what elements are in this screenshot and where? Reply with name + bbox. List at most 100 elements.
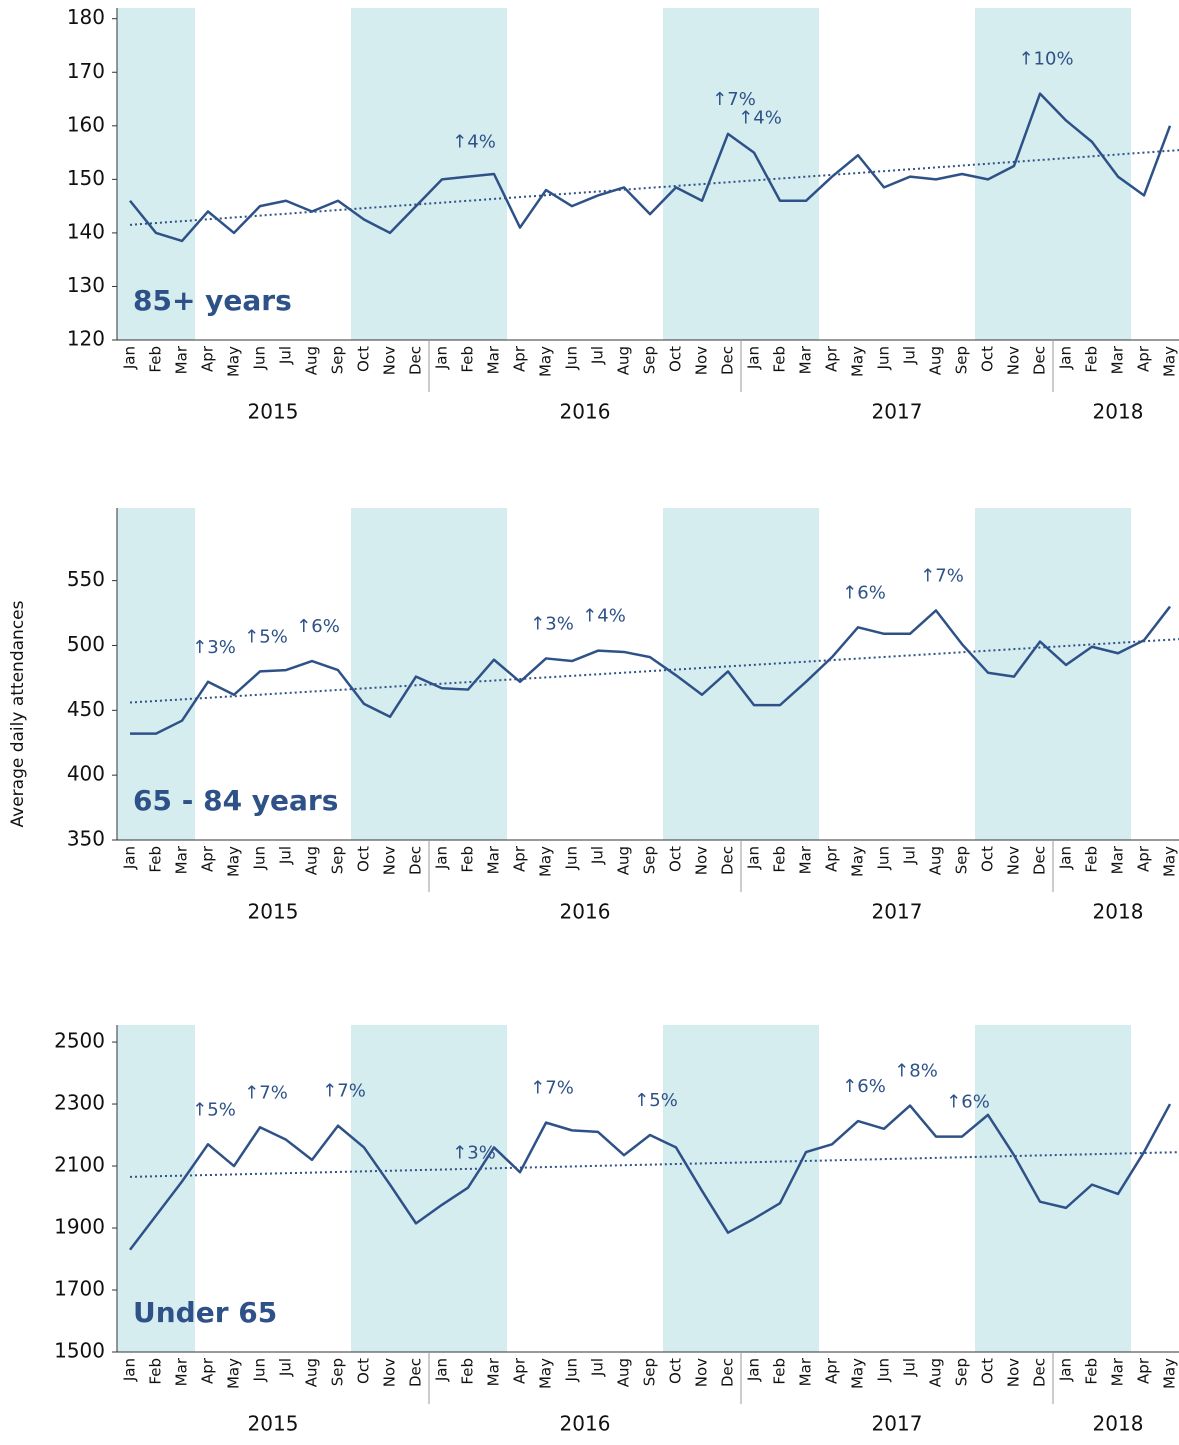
month-label: Jul: [901, 846, 919, 865]
y-tick-label: 1700: [54, 1277, 105, 1301]
month-label: Jul: [589, 1358, 607, 1377]
month-label: Mar: [1109, 345, 1127, 374]
month-label: May: [537, 1358, 555, 1389]
y-tick-label: 2100: [54, 1153, 105, 1177]
month-label: Feb: [1083, 846, 1101, 873]
change-annotation: ↑5%: [634, 1090, 678, 1111]
month-label: May: [1161, 1358, 1179, 1389]
month-label: May: [225, 846, 243, 877]
year-label: 2017: [872, 1412, 923, 1436]
month-label: Jan: [433, 346, 451, 370]
month-label: Jan: [433, 1358, 451, 1382]
month-label: Aug: [615, 846, 633, 875]
month-label: Jun: [875, 346, 893, 370]
month-label: Jan: [121, 346, 139, 370]
shaded-period: [117, 1025, 195, 1352]
panel-label: 85+ years: [133, 284, 292, 317]
month-label: Feb: [459, 1358, 477, 1385]
y-tick-label: 1500: [54, 1339, 105, 1363]
y-tick-label: 150: [67, 166, 105, 190]
change-annotation: ↑7%: [920, 565, 964, 586]
month-label: Jun: [875, 1358, 893, 1382]
month-label: May: [225, 1358, 243, 1389]
y-tick-label: 400: [67, 762, 105, 786]
change-annotation: ↑7%: [530, 1078, 574, 1099]
month-label: Apr: [823, 1357, 841, 1384]
shaded-period: [663, 508, 819, 840]
month-label: Mar: [1109, 1357, 1127, 1386]
month-label: May: [537, 846, 555, 877]
month-label: Mar: [173, 1357, 191, 1386]
month-label: Apr: [1135, 345, 1153, 372]
month-label: Nov: [693, 1358, 711, 1387]
month-label: Jul: [277, 1358, 295, 1377]
month-label: Apr: [511, 1357, 529, 1384]
month-label: May: [225, 346, 243, 377]
month-label: Jun: [251, 846, 269, 870]
month-label: Jan: [121, 846, 139, 870]
month-label: Jul: [901, 1358, 919, 1377]
month-label: Feb: [1083, 346, 1101, 373]
month-label: Apr: [511, 345, 529, 372]
y-tick-label: 450: [67, 697, 105, 721]
month-label: Jun: [251, 346, 269, 370]
change-annotation: ↑4%: [452, 132, 496, 153]
month-label: Jun: [251, 1358, 269, 1382]
month-label: Oct: [355, 846, 373, 872]
month-label: Jul: [589, 846, 607, 865]
month-label: Nov: [1005, 846, 1023, 875]
year-label: 2016: [560, 900, 611, 924]
month-label: Mar: [797, 845, 815, 874]
month-label: Mar: [797, 1357, 815, 1386]
year-label: 2018: [1093, 900, 1144, 924]
shaded-period: [351, 8, 507, 340]
y-tick-label: 120: [67, 327, 105, 351]
month-label: Jul: [901, 346, 919, 365]
year-label: 2018: [1093, 1412, 1144, 1436]
month-label: Sep: [329, 846, 347, 874]
month-label: May: [1161, 846, 1179, 877]
month-label: Oct: [979, 1358, 997, 1384]
month-label: Aug: [615, 1358, 633, 1387]
month-label: Jan: [433, 846, 451, 870]
shaded-period: [663, 1025, 819, 1352]
month-label: Jan: [1057, 1358, 1075, 1382]
month-label: Sep: [953, 346, 971, 374]
month-label: Jan: [1057, 846, 1075, 870]
trend-line: [129, 638, 1179, 704]
y-tick-label: 180: [67, 5, 105, 29]
month-label: Apr: [199, 845, 217, 872]
change-annotation: ↑6%: [946, 1092, 990, 1113]
month-label: Dec: [1031, 1358, 1049, 1387]
shaded-period: [117, 508, 195, 840]
panel-label: Under 65: [133, 1296, 277, 1329]
month-label: Feb: [459, 346, 477, 373]
y-tick-label: 550: [67, 567, 105, 591]
trend-line: [129, 149, 1179, 226]
y-tick-label: 160: [67, 112, 105, 136]
change-annotation: ↑8%: [894, 1061, 938, 1082]
month-label: Nov: [1005, 346, 1023, 375]
month-label: Dec: [407, 1358, 425, 1387]
y-tick-label: 140: [67, 219, 105, 243]
data-line: [129, 1103, 1172, 1251]
month-label: Nov: [1005, 1358, 1023, 1387]
month-label: Jul: [277, 346, 295, 365]
month-label: Aug: [303, 346, 321, 375]
month-label: Sep: [329, 346, 347, 374]
month-label: Mar: [485, 845, 503, 874]
change-annotation: ↑7%: [712, 89, 756, 110]
month-label: Jun: [875, 846, 893, 870]
month-label: May: [1161, 346, 1179, 377]
change-annotation: ↑5%: [192, 1099, 236, 1120]
y-tick-label: 170: [67, 59, 105, 83]
month-label: Sep: [641, 846, 659, 874]
shaded-period: [351, 508, 507, 840]
month-label: Dec: [719, 1358, 737, 1387]
change-annotation: ↑7%: [244, 1082, 288, 1103]
month-label: Oct: [667, 346, 685, 372]
month-label: Mar: [173, 345, 191, 374]
month-label: Apr: [1135, 1357, 1153, 1384]
y-tick-label: 1900: [54, 1215, 105, 1239]
month-label: Jun: [563, 346, 581, 370]
